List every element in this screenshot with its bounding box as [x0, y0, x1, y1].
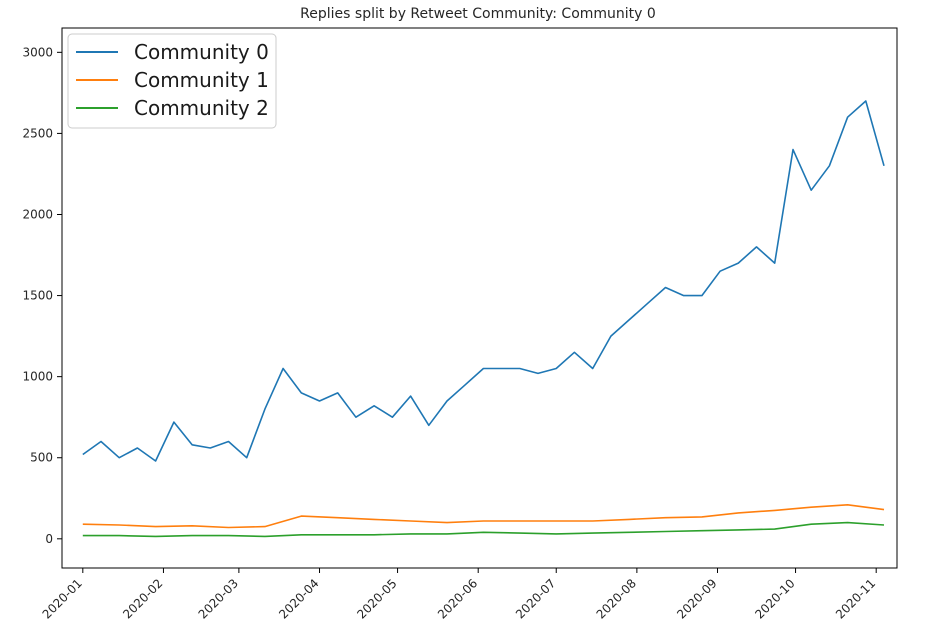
legend-label: Community 1	[134, 68, 269, 92]
y-tick-label: 1000	[22, 370, 53, 384]
y-axis: 0 500 1000 1500 2000 2500 3000	[22, 45, 62, 546]
series-line-community-1	[82, 503, 885, 529]
x-tick-label: 2020-01	[40, 576, 85, 621]
x-tick-label: 2020-11	[833, 576, 878, 621]
chart-title: Replies split by Retweet Community: Comm…	[300, 6, 656, 22]
y-tick-label: 2500	[22, 126, 53, 140]
x-tick-label: 2020-09	[674, 576, 719, 621]
x-tick-label: 2020-03	[196, 576, 241, 621]
x-tick-label: 2020-10	[752, 576, 797, 621]
legend-box	[67, 33, 277, 129]
y-tick-label: 1500	[22, 289, 53, 303]
y-tick-label: 3000	[22, 45, 53, 59]
y-tick-label: 500	[30, 451, 53, 465]
x-axis: 2020-01 2020-02 2020-03 2020-04 2020-05 2020-…	[40, 568, 878, 622]
x-tick-label: 2020-05	[354, 576, 399, 621]
x-tick-label: 2020-07	[513, 576, 558, 621]
series-layer	[82, 100, 885, 538]
series-line-community-2	[82, 521, 885, 538]
legend-label: Community 0	[134, 40, 269, 64]
x-tick-label: 2020-06	[435, 576, 480, 621]
legend-label: Community 2	[134, 96, 269, 120]
x-tick-label: 2020-08	[594, 576, 639, 621]
plot-area	[61, 27, 898, 569]
series-line-community-0	[82, 100, 885, 462]
x-tick-label: 2020-04	[276, 576, 321, 621]
y-tick-label: 2000	[22, 207, 53, 221]
y-tick-label: 0	[45, 532, 53, 546]
x-tick-label: 2020-02	[120, 576, 165, 621]
legend: Community 0 Community 1 Community 2	[67, 33, 277, 129]
